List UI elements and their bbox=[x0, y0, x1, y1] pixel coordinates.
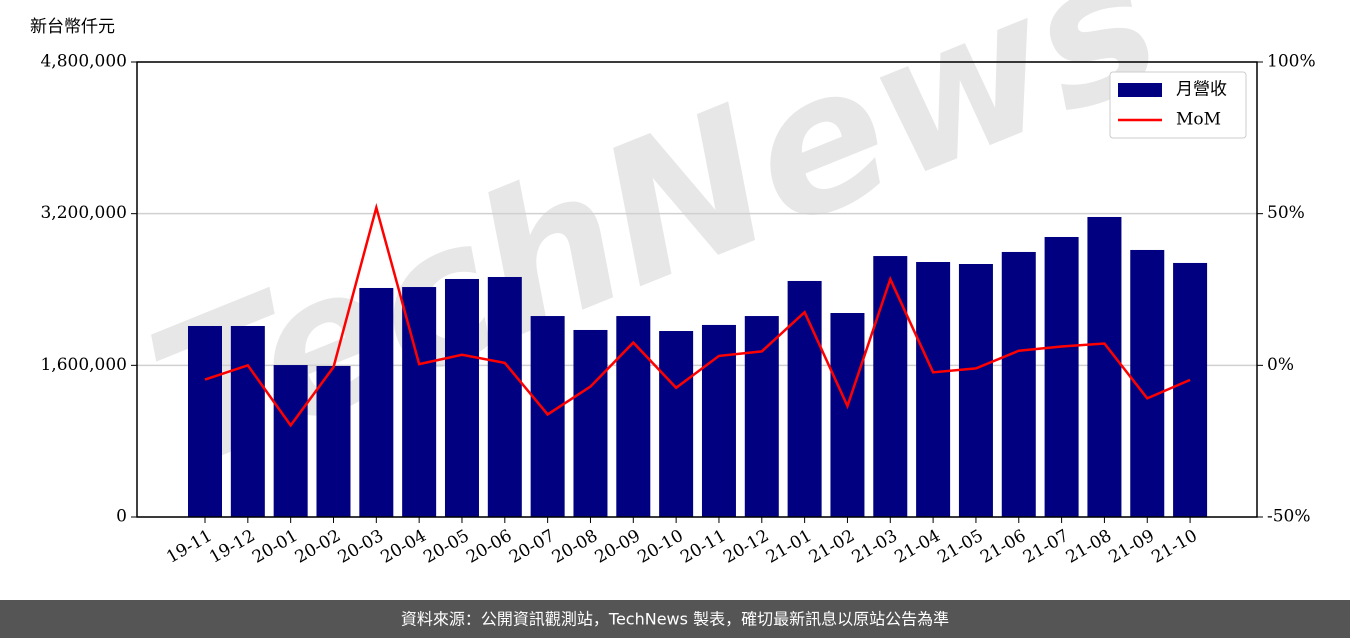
legend-swatch bbox=[1118, 83, 1162, 97]
bar bbox=[787, 280, 822, 517]
y-tick-label: 1,600,000 bbox=[40, 355, 127, 375]
x-tick-label: 20-04 bbox=[377, 526, 429, 568]
bar bbox=[573, 329, 608, 517]
y-tick-label: 4,800,000 bbox=[40, 52, 127, 72]
y-tick-label: 3,200,000 bbox=[40, 203, 127, 223]
plot-frame bbox=[136, 61, 1258, 518]
legend-label: 月營收 bbox=[1176, 80, 1227, 100]
bar bbox=[444, 278, 479, 517]
x-tick-label: 21-01 bbox=[763, 526, 815, 568]
y2-tick-label: 100% bbox=[1267, 52, 1316, 72]
x-tick-label: 20-08 bbox=[549, 526, 601, 568]
x-tick-label: 21-08 bbox=[1063, 526, 1115, 568]
x-tick-label: 21-07 bbox=[1020, 526, 1072, 568]
x-tick-label: 20-06 bbox=[463, 526, 515, 568]
y2-tick-label: 50% bbox=[1267, 203, 1305, 223]
y2-tick-label: -50% bbox=[1267, 507, 1311, 527]
line bbox=[204, 202, 1191, 428]
bar bbox=[530, 316, 565, 517]
x-tick-label: 21-09 bbox=[1106, 526, 1158, 568]
x-tick-label: 20-12 bbox=[720, 526, 772, 568]
bar bbox=[916, 262, 951, 517]
bar bbox=[1173, 262, 1208, 517]
x-tick-label: 20-03 bbox=[335, 526, 387, 568]
x-tick-label: 19-11 bbox=[163, 526, 215, 568]
x-tick-label: 21-06 bbox=[977, 526, 1029, 568]
x-tick-label: 20-02 bbox=[292, 526, 344, 568]
x-tick-label: 21-04 bbox=[891, 526, 943, 568]
x-tick-label: 20-11 bbox=[677, 526, 729, 568]
x-tick-label: 21-10 bbox=[1148, 526, 1200, 568]
legend-label: MoM bbox=[1176, 110, 1221, 130]
x-tick-label: 20-09 bbox=[592, 526, 644, 568]
bar bbox=[616, 316, 651, 517]
bar bbox=[487, 276, 522, 517]
bar bbox=[830, 313, 865, 517]
bar bbox=[359, 287, 394, 517]
y2-tick-label: 0% bbox=[1267, 355, 1294, 375]
bar bbox=[958, 264, 993, 517]
bar bbox=[1087, 216, 1122, 517]
bar bbox=[744, 316, 779, 517]
x-tick-label: 21-05 bbox=[934, 526, 986, 568]
bar bbox=[659, 331, 694, 517]
x-tick-label: 21-02 bbox=[806, 526, 858, 568]
x-tick-label: 21-03 bbox=[849, 526, 901, 568]
footer: 資料來源：公開資訊觀測站，TechNews 製表，確切最新訊息以原站公告為準 bbox=[401, 610, 949, 629]
bar bbox=[873, 256, 908, 517]
bar bbox=[273, 365, 308, 517]
x-tick-label: 20-01 bbox=[249, 526, 301, 568]
bar bbox=[188, 325, 222, 517]
x-tick-label: 19-12 bbox=[206, 526, 258, 568]
bar bbox=[1001, 251, 1036, 517]
x-tick-label: 20-07 bbox=[506, 526, 558, 568]
x-tick-label: 20-10 bbox=[634, 526, 686, 568]
bar bbox=[316, 365, 351, 517]
bar bbox=[230, 325, 265, 517]
bar bbox=[1044, 236, 1079, 517]
x-tick-label: 20-05 bbox=[420, 526, 472, 568]
y-tick-label: 0 bbox=[116, 507, 127, 527]
footer-bar bbox=[0, 600, 1350, 638]
y-axis-label: 新台幣仟元 bbox=[30, 17, 115, 37]
